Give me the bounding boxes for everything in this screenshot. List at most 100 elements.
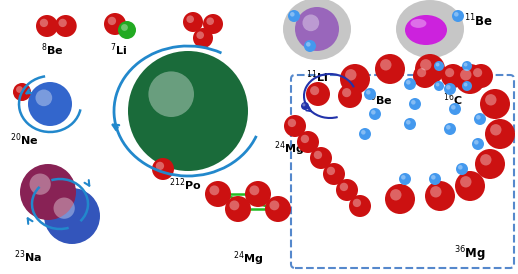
Circle shape xyxy=(205,181,231,207)
Circle shape xyxy=(401,175,406,179)
Circle shape xyxy=(40,19,48,27)
Circle shape xyxy=(340,183,348,191)
Circle shape xyxy=(13,83,31,101)
Circle shape xyxy=(430,186,441,198)
Circle shape xyxy=(366,90,370,95)
Circle shape xyxy=(229,200,239,210)
Circle shape xyxy=(375,54,405,84)
Circle shape xyxy=(406,120,411,125)
Circle shape xyxy=(456,163,468,175)
Circle shape xyxy=(203,14,223,34)
Circle shape xyxy=(417,68,426,77)
Circle shape xyxy=(420,59,431,70)
Circle shape xyxy=(303,103,306,106)
Circle shape xyxy=(303,15,319,31)
Circle shape xyxy=(327,167,335,175)
Circle shape xyxy=(446,85,451,90)
Text: $^{16}$C: $^{16}$C xyxy=(443,91,463,108)
Circle shape xyxy=(35,90,52,106)
Circle shape xyxy=(434,81,444,91)
Circle shape xyxy=(304,40,316,52)
Circle shape xyxy=(436,63,439,67)
Circle shape xyxy=(455,171,485,201)
Circle shape xyxy=(446,125,451,130)
Circle shape xyxy=(128,51,248,171)
Circle shape xyxy=(371,110,376,115)
Circle shape xyxy=(475,149,505,179)
Circle shape xyxy=(431,175,436,179)
Circle shape xyxy=(118,21,136,39)
Circle shape xyxy=(464,63,468,67)
Text: $^{24}$Mg: $^{24}$Mg xyxy=(233,249,263,268)
Text: $^{212}$Po: $^{212}$Po xyxy=(169,176,202,193)
Circle shape xyxy=(44,188,100,244)
Circle shape xyxy=(490,124,501,136)
Circle shape xyxy=(301,135,309,143)
Circle shape xyxy=(436,83,439,87)
Circle shape xyxy=(472,138,484,150)
Circle shape xyxy=(364,88,376,100)
Circle shape xyxy=(361,130,366,135)
Circle shape xyxy=(380,59,392,70)
Circle shape xyxy=(409,98,421,110)
Text: $^{12}$C: $^{12}$C xyxy=(194,52,214,68)
Circle shape xyxy=(429,173,441,185)
Circle shape xyxy=(359,128,371,140)
Circle shape xyxy=(288,10,300,22)
Circle shape xyxy=(193,28,213,48)
Text: $^{11}$Be: $^{11}$Be xyxy=(464,13,493,30)
Circle shape xyxy=(462,61,472,71)
Circle shape xyxy=(451,105,456,110)
Circle shape xyxy=(390,189,401,201)
Circle shape xyxy=(474,113,486,125)
Circle shape xyxy=(474,140,479,145)
Circle shape xyxy=(425,181,455,211)
Circle shape xyxy=(445,68,454,77)
Circle shape xyxy=(452,10,464,22)
Circle shape xyxy=(121,24,128,31)
Circle shape xyxy=(323,163,345,185)
Circle shape xyxy=(441,64,465,88)
Circle shape xyxy=(454,12,458,17)
Ellipse shape xyxy=(410,19,426,28)
Circle shape xyxy=(269,200,279,210)
Ellipse shape xyxy=(405,15,447,45)
Circle shape xyxy=(345,69,356,81)
Circle shape xyxy=(250,185,260,195)
Circle shape xyxy=(462,81,472,91)
Circle shape xyxy=(340,64,370,94)
Circle shape xyxy=(310,147,332,169)
Circle shape xyxy=(55,15,77,37)
Circle shape xyxy=(20,164,76,220)
Circle shape xyxy=(406,80,411,85)
Text: $^{24}$Mg: $^{24}$Mg xyxy=(274,139,305,158)
Circle shape xyxy=(104,13,126,35)
Circle shape xyxy=(485,94,496,105)
Circle shape xyxy=(53,198,75,219)
Circle shape xyxy=(28,82,72,126)
Circle shape xyxy=(460,69,471,81)
Ellipse shape xyxy=(396,0,464,58)
Circle shape xyxy=(186,15,194,23)
Text: $^{23}$Na: $^{23}$Na xyxy=(14,248,42,265)
Circle shape xyxy=(30,173,51,195)
Text: $^{20}$Ne: $^{20}$Ne xyxy=(10,131,38,148)
Circle shape xyxy=(295,7,339,51)
Circle shape xyxy=(36,15,58,37)
Circle shape xyxy=(297,131,319,153)
Circle shape xyxy=(415,54,445,84)
Circle shape xyxy=(404,118,416,130)
Circle shape xyxy=(152,158,174,180)
Circle shape xyxy=(449,103,461,115)
Circle shape xyxy=(336,179,358,201)
Text: $^{8}$Be: $^{8}$Be xyxy=(40,41,63,58)
Circle shape xyxy=(413,64,437,88)
Circle shape xyxy=(209,185,219,195)
Circle shape xyxy=(444,123,456,135)
Circle shape xyxy=(59,19,67,27)
Ellipse shape xyxy=(283,0,351,60)
Circle shape xyxy=(284,115,306,137)
Circle shape xyxy=(349,195,371,217)
Circle shape xyxy=(460,176,471,187)
Circle shape xyxy=(196,32,204,39)
